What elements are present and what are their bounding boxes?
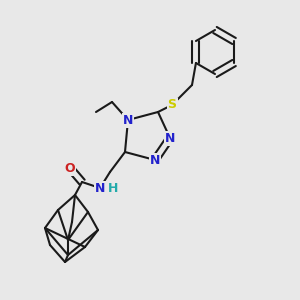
Text: N: N — [123, 113, 133, 127]
Text: H: H — [108, 182, 119, 194]
Text: N: N — [95, 182, 105, 194]
Text: N: N — [165, 131, 175, 145]
Text: S: S — [167, 98, 176, 112]
Text: N: N — [150, 154, 160, 166]
Text: O: O — [65, 161, 75, 175]
